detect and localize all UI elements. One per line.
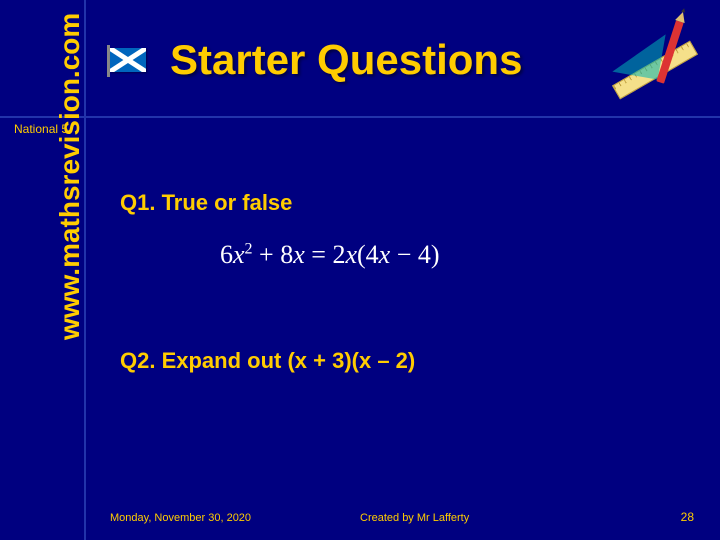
footer-page-number: 28 (681, 510, 694, 524)
question-1-equation: 6x2 + 8x = 2x(4x − 4) (220, 240, 440, 270)
set-square-icon (612, 26, 665, 79)
stationery-clipart-icon (610, 16, 700, 106)
question-1-label: Q1. True or false (120, 190, 292, 216)
horizontal-rule (0, 116, 720, 118)
footer-author: Created by Mr Lafferty (360, 512, 469, 524)
footer-date: Monday, November 30, 2020 (110, 512, 251, 524)
question-2-label: Q2. Expand out (x + 3)(x – 2) (120, 348, 415, 374)
scotland-flag-icon (110, 48, 152, 76)
slide-title: Starter Questions (170, 36, 522, 84)
website-url: www.mathsrevision.com (54, 13, 86, 340)
